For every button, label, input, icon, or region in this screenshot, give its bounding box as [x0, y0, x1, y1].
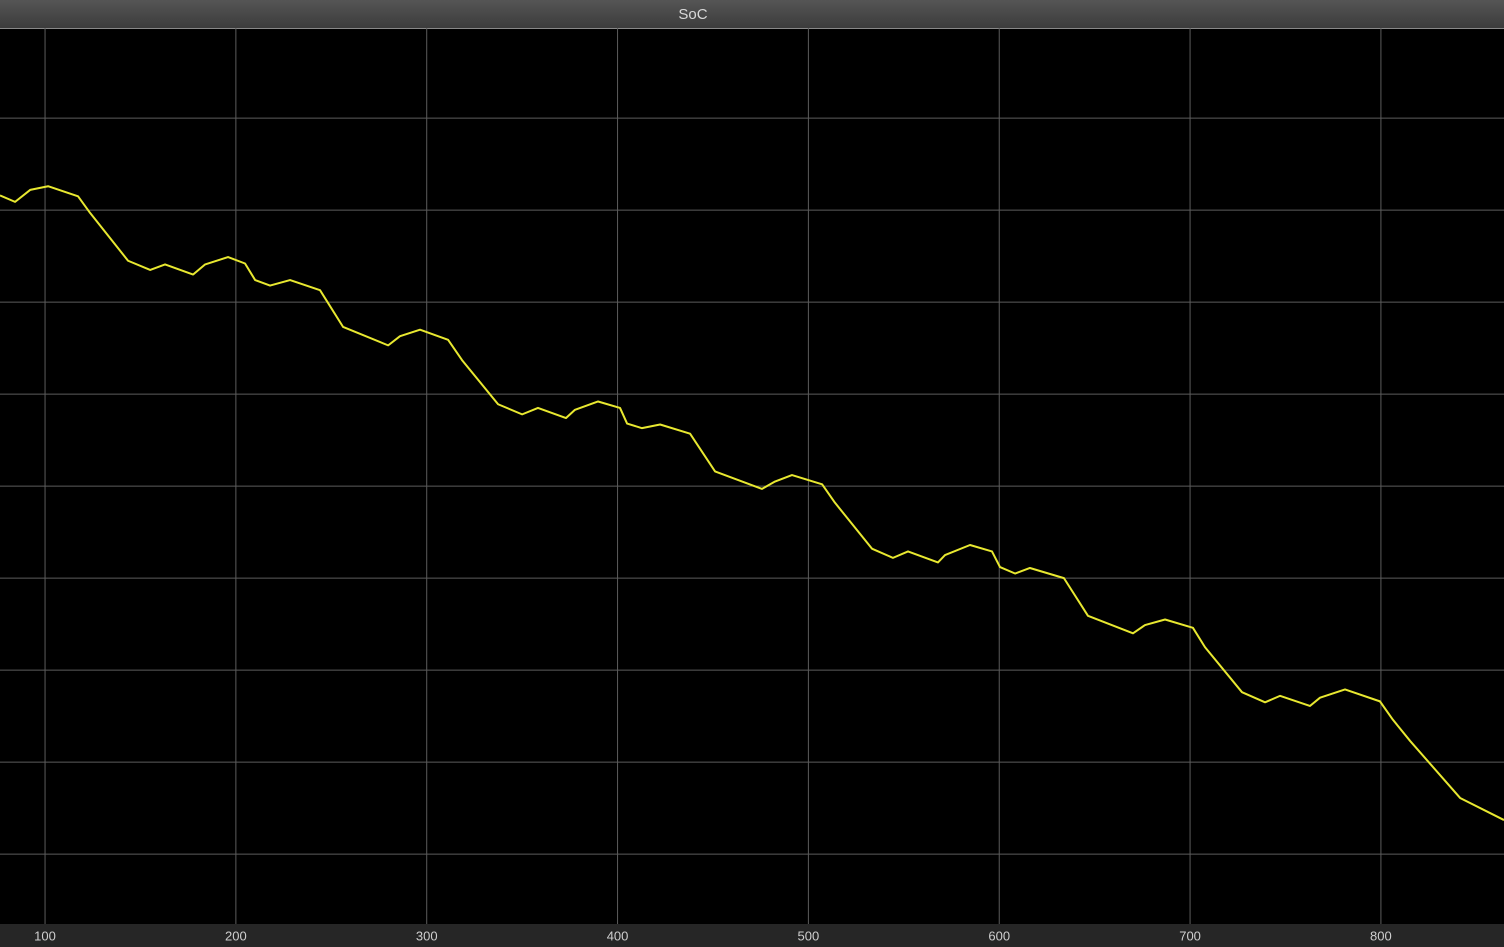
x-tick-label: 400: [607, 928, 629, 943]
x-tick-label: 600: [988, 928, 1010, 943]
x-axis-strip: [0, 924, 1504, 947]
x-tick-label: 800: [1370, 928, 1392, 943]
x-tick-label: 100: [34, 928, 56, 943]
plot-area: [0, 28, 1504, 924]
x-tick-label: 200: [225, 928, 247, 943]
series-line: [0, 185, 1504, 821]
x-tick-label: 700: [1179, 928, 1201, 943]
chart-title: SoC: [678, 6, 707, 23]
title-bar: [0, 0, 1504, 28]
x-tick-label: 300: [416, 928, 438, 943]
x-tick-label: 500: [798, 928, 820, 943]
